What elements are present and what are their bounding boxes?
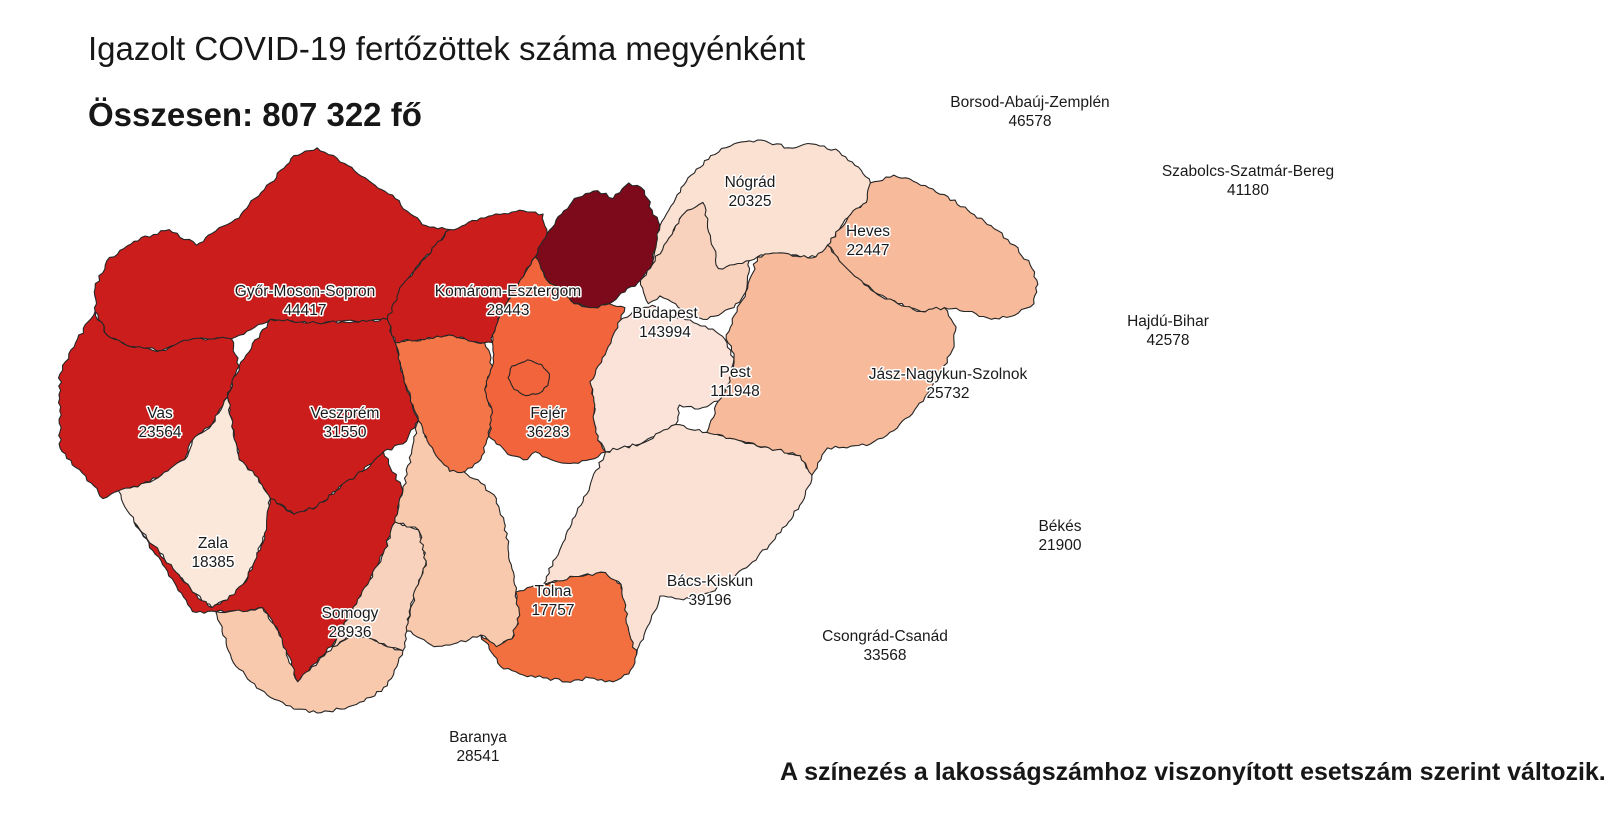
svg-text:Tolna: Tolna (534, 583, 571, 600)
svg-text:42578: 42578 (1146, 332, 1189, 349)
svg-text:Csongrád-Csanád: Csongrád-Csanád (822, 628, 948, 645)
svg-text:Zala: Zala (198, 535, 229, 552)
svg-text:Heves: Heves (846, 223, 890, 240)
svg-text:Fejér: Fejér (530, 405, 565, 422)
svg-text:Bács-Kiskun: Bács-Kiskun (667, 573, 753, 590)
svg-text:18385: 18385 (191, 554, 234, 571)
svg-text:Baranya: Baranya (449, 729, 507, 746)
svg-text:Vas: Vas (147, 405, 173, 422)
svg-text:39196: 39196 (688, 592, 731, 609)
svg-text:Budapest: Budapest (632, 305, 698, 322)
svg-text:44417: 44417 (283, 302, 326, 319)
svg-text:31550: 31550 (323, 424, 366, 441)
svg-text:Békés: Békés (1038, 518, 1081, 535)
svg-text:21900: 21900 (1038, 537, 1081, 554)
svg-text:Somogy: Somogy (322, 605, 379, 622)
svg-text:Hajdú-Bihar: Hajdú-Bihar (1127, 313, 1209, 330)
svg-text:Nógrád: Nógrád (725, 174, 776, 191)
svg-text:41180: 41180 (1227, 182, 1269, 199)
svg-text:Borsod-Abaúj-Zemplén: Borsod-Abaúj-Zemplén (950, 94, 1109, 111)
svg-text:23564: 23564 (138, 424, 181, 441)
svg-text:111948: 111948 (710, 383, 759, 400)
svg-text:Szabolcs-Szatmár-Bereg: Szabolcs-Szatmár-Bereg (1162, 163, 1334, 180)
svg-text:46578: 46578 (1008, 113, 1051, 130)
svg-text:36283: 36283 (526, 424, 569, 441)
svg-text:17757: 17757 (531, 602, 574, 619)
svg-text:143994: 143994 (639, 324, 691, 341)
svg-text:22447: 22447 (846, 242, 889, 259)
svg-text:Pest: Pest (719, 364, 751, 381)
svg-text:33568: 33568 (863, 647, 906, 664)
svg-text:Veszprém: Veszprém (311, 405, 380, 422)
svg-text:28936: 28936 (328, 624, 371, 641)
svg-text:20325: 20325 (728, 193, 771, 210)
svg-text:Komárom-Esztergom: Komárom-Esztergom (435, 283, 581, 300)
svg-text:28541: 28541 (456, 748, 499, 765)
svg-text:25732: 25732 (926, 385, 969, 402)
svg-text:Jász-Nagykun-Szolnok: Jász-Nagykun-Szolnok (869, 366, 1028, 383)
svg-text:Győr-Moson-Sopron: Győr-Moson-Sopron (235, 283, 375, 300)
svg-text:28443: 28443 (486, 302, 529, 319)
